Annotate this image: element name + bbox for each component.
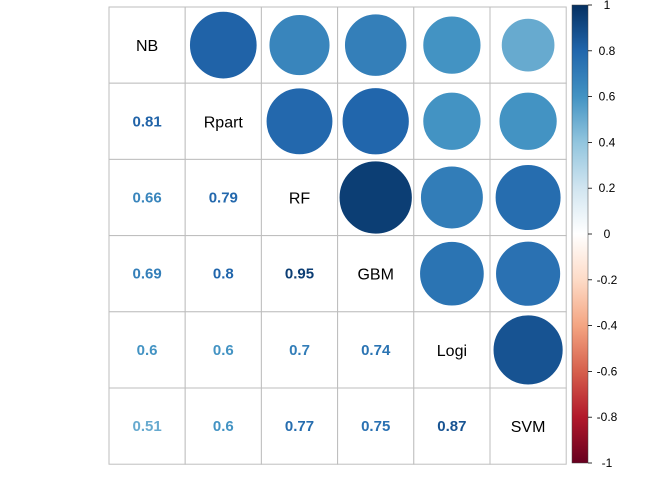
grid-cell [184,235,262,313]
variable-label: Logi [437,343,467,360]
correlation-circle [343,13,408,77]
correlation-circle [419,240,485,307]
correlation-circle [265,87,334,156]
matrix-cells [108,6,567,465]
grid-cell [413,311,491,389]
colorbar-tick-label: -0.2 [597,273,618,287]
correlation-circle [422,15,482,75]
colorbar-tick-label: -0.8 [597,410,618,424]
colorbar: 1 0.8 0.6 0.4 0.2 0 -0.2 -0.4 -0.6 -0.8 -1 [571,0,618,470]
grid-cell [260,235,339,313]
correlation-value: 0.95 [285,266,314,283]
correlation-value: 0.74 [361,342,391,359]
grid-cell [184,158,262,237]
correlation-circle [268,14,331,77]
colorbar-tick-label: 0.2 [599,181,616,195]
grid-cell [260,311,339,389]
correlation-value: 0.69 [132,266,161,283]
correlation-circle [341,87,410,156]
colorbar-tick-label: 0 [604,227,611,241]
grid-cell [108,235,186,313]
correlation-value: 0.77 [285,418,314,435]
correlation-circle [500,17,556,73]
variable-label: NB [136,38,158,55]
correlation-value: 0.6 [137,342,158,359]
grid-cell [108,311,186,389]
grid-cell [108,158,186,237]
correlation-value: 0.75 [361,418,390,435]
correlation-value: 0.6 [213,342,234,359]
variable-label: RF [289,191,311,208]
colorbar-gradient [571,4,589,464]
colorbar-tick-label: 0.8 [599,44,616,58]
correlation-value: 0.51 [132,418,161,435]
matrix-marks: NB 0.81 Rpart 0.66 0.79 RF 0.69 0.8 0.95 GBM 0.6 0.… [132,10,564,436]
correlation-value: 0.6 [213,418,234,435]
correlation-circle [422,91,482,151]
correlation-value: 0.81 [132,113,161,130]
colorbar-tick-label: -0.6 [597,364,618,378]
variable-label: Rpart [204,114,244,131]
correlation-circle [492,314,564,386]
grid-cell [108,387,186,465]
correlation-circle [495,240,562,307]
correlation-value: 0.79 [209,190,238,207]
grid-cell [489,387,567,465]
grid-cell [413,387,491,465]
grid-cell [337,311,415,389]
colorbar-tick-label: 1 [604,0,611,12]
correlation-circle [419,165,484,230]
correlation-circle [188,10,258,80]
colorbar-tick-label: 0.6 [599,90,616,104]
correlation-value: 0.87 [437,418,466,435]
correlation-value: 0.66 [132,190,161,207]
variable-label: SVM [511,419,546,436]
variable-label: GBM [357,267,393,284]
grid-cell [337,387,415,465]
correlation-circle [498,91,558,151]
colorbar-tick-label: 0.4 [599,135,616,149]
correlation-value: 0.8 [213,266,234,283]
grid-cell [108,6,186,84]
correlation-circle [494,164,562,231]
grid-cell [337,235,415,313]
grid-cell [184,82,262,160]
correlation-circle [338,160,413,235]
colorbar-tick-label: -0.4 [597,319,618,333]
colorbar-tick-label: -1 [602,456,613,470]
correlation-value: 0.7 [289,342,310,359]
